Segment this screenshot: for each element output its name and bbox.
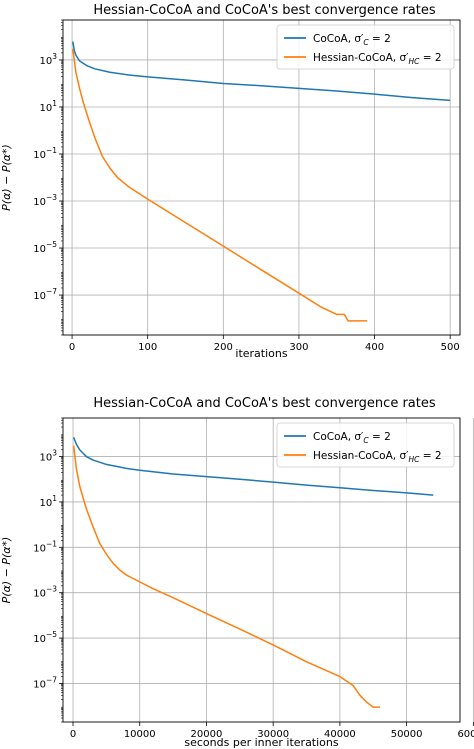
y-tick-exponent: 1 bbox=[52, 99, 57, 108]
chart-2: 010000200003000040000500006000010310110−… bbox=[0, 396, 474, 749]
legend-text-tail: = 2 bbox=[419, 52, 441, 64]
legend-text-tail: = 2 bbox=[369, 33, 391, 45]
y-tick-label: 10−7 bbox=[33, 287, 57, 302]
series-line-2 bbox=[72, 445, 380, 708]
y-tick-exponent: −3 bbox=[46, 585, 57, 594]
x-tick-label: 200 bbox=[214, 342, 233, 353]
y-tick-base: 10 bbox=[39, 453, 52, 464]
y-tick-exponent: −1 bbox=[46, 539, 57, 548]
y-tick-base: 10 bbox=[33, 589, 46, 600]
x-axis-label: iterations bbox=[235, 347, 287, 360]
y-tick-base: 10 bbox=[39, 103, 52, 114]
y-tick-label: 103 bbox=[39, 449, 57, 464]
legend-text: CoCoA, σ′ bbox=[313, 431, 364, 443]
legend-text: Hessian-CoCoA, σ′ bbox=[313, 450, 409, 462]
legend-box bbox=[276, 422, 455, 468]
legend-subscript: HC bbox=[409, 57, 421, 66]
x-tick-label: 0 bbox=[70, 729, 76, 740]
legend-entry-2: Hessian-CoCoA, σ′HC = 2 bbox=[313, 52, 442, 66]
x-tick-label: 10000 bbox=[124, 729, 156, 740]
y-tick-exponent: −3 bbox=[46, 193, 57, 202]
y-tick-label: 101 bbox=[39, 99, 57, 114]
y-tick-label: 10−3 bbox=[33, 585, 57, 600]
y-axis-label: P(α) − P(α*) bbox=[0, 537, 13, 604]
y-tick-base: 10 bbox=[33, 197, 46, 208]
series-line-2 bbox=[72, 48, 367, 322]
y-tick-base: 10 bbox=[33, 679, 46, 690]
y-tick-base: 10 bbox=[33, 150, 46, 161]
y-tick-label: 10−5 bbox=[33, 630, 57, 645]
x-tick-label: 20000 bbox=[191, 729, 223, 740]
y-tick-base: 10 bbox=[33, 634, 46, 645]
y-tick-label: 10−1 bbox=[33, 146, 57, 161]
legend-subscript: HC bbox=[409, 455, 421, 464]
y-tick-label: 103 bbox=[39, 52, 57, 67]
y-tick-base: 10 bbox=[39, 56, 52, 67]
x-tick-label: 50000 bbox=[391, 729, 423, 740]
legend-text-tail: = 2 bbox=[369, 431, 391, 443]
chart-1: 0 100 200 300 400 50010310110−110−310−510−7He… bbox=[0, 3, 461, 360]
x-tick-label: 0 bbox=[69, 342, 75, 353]
x-tick-label: 300 bbox=[289, 342, 308, 353]
x-axis-label: seconds per inner iterations bbox=[184, 736, 338, 749]
x-tick-label: 40000 bbox=[324, 729, 356, 740]
chart-title: Hessian-CoCoA and CoCoA's best convergen… bbox=[93, 396, 436, 411]
y-tick-exponent: 1 bbox=[52, 494, 57, 503]
legend-entry-1: CoCoA, σ′C = 2 bbox=[313, 33, 391, 47]
y-tick-base: 10 bbox=[33, 291, 46, 302]
axes-frame bbox=[62, 417, 461, 723]
x-tick-label: 60000 bbox=[457, 729, 474, 740]
x-tick-label: 400 bbox=[365, 342, 384, 353]
y-tick-base: 10 bbox=[33, 244, 46, 255]
x-tick-label: 500 bbox=[441, 342, 460, 353]
legend-entry-1: CoCoA, σ′C = 2 bbox=[313, 431, 391, 445]
axes-frame bbox=[62, 19, 461, 336]
y-tick-base: 10 bbox=[33, 543, 46, 554]
y-tick-label: 10−3 bbox=[33, 193, 57, 208]
legend-text-tail: = 2 bbox=[419, 450, 441, 462]
y-tick-label: 10−1 bbox=[33, 539, 57, 554]
y-axis-label: P(α) − P(α*) bbox=[0, 144, 13, 211]
legend-box bbox=[276, 24, 455, 70]
y-tick-exponent: −5 bbox=[46, 630, 57, 639]
y-tick-exponent: −7 bbox=[46, 675, 57, 684]
chart-title: Hessian-CoCoA and CoCoA's best convergen… bbox=[93, 3, 436, 18]
legend-subscript: C bbox=[363, 38, 369, 47]
legend-text: Hessian-CoCoA, σ′ bbox=[313, 52, 409, 64]
y-tick-exponent: −7 bbox=[46, 287, 57, 296]
series-line-1 bbox=[72, 437, 434, 496]
x-tick-label: 30000 bbox=[257, 729, 289, 740]
legend-subscript: C bbox=[363, 436, 369, 445]
plot-area bbox=[63, 20, 460, 335]
y-tick-exponent: 3 bbox=[52, 52, 57, 61]
y-tick-exponent: −5 bbox=[46, 240, 57, 249]
y-tick-label: 10−5 bbox=[33, 240, 57, 255]
y-tick-label: 10−7 bbox=[33, 675, 57, 690]
y-tick-exponent: −1 bbox=[46, 146, 57, 155]
legend-text: CoCoA, σ′ bbox=[313, 33, 364, 45]
y-tick-base: 10 bbox=[39, 498, 52, 509]
x-tick-label: 100 bbox=[138, 342, 157, 353]
y-tick-label: 101 bbox=[39, 494, 57, 509]
y-tick-exponent: 3 bbox=[52, 449, 57, 458]
legend-entry-2: Hessian-CoCoA, σ′HC = 2 bbox=[313, 450, 442, 464]
series-line-1 bbox=[72, 41, 451, 102]
